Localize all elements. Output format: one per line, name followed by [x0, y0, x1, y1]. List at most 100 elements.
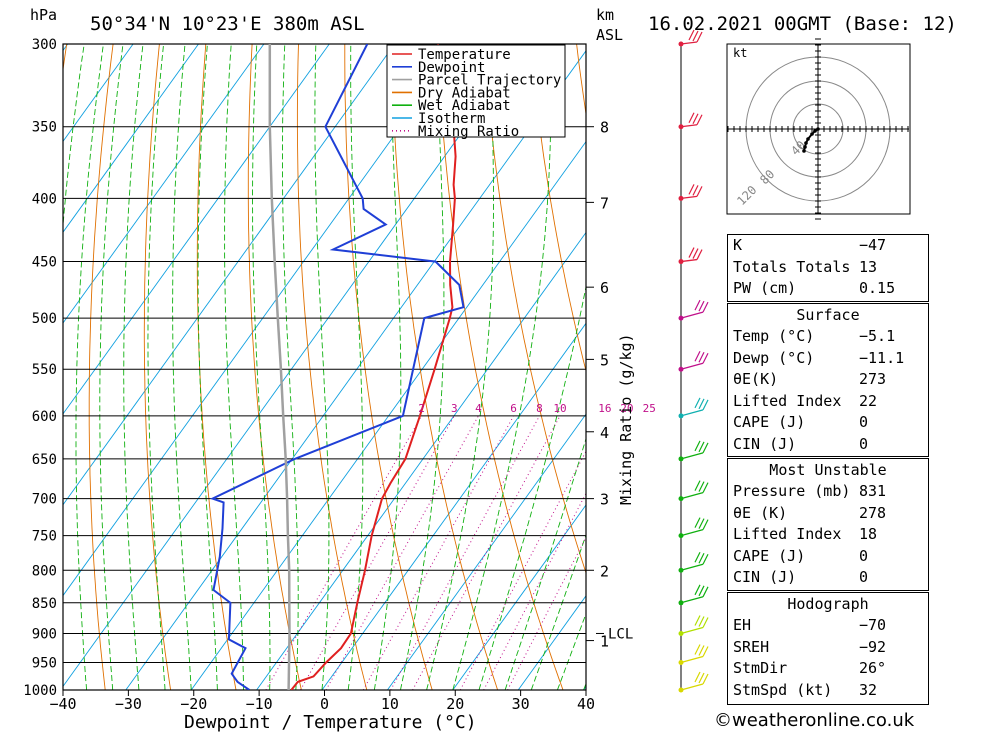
- isotherm-line: [256, 231, 586, 690]
- isotherm-line: [63, 44, 265, 324]
- index-value: 0: [859, 434, 869, 453]
- index-value: 26°: [859, 659, 887, 677]
- legend-entry: Wet Adiabat: [418, 98, 511, 114]
- index-label: PW (cm): [733, 279, 797, 297]
- station-location: 50°34'N 10°23'E 380m ASL: [90, 13, 365, 35]
- isotherm-line: [452, 504, 586, 690]
- pressure-tick-label: 450: [32, 255, 57, 271]
- wet-adiabat-line: [123, 44, 144, 690]
- footer-credit[interactable]: ©weatheronline.co.uk: [714, 710, 915, 731]
- index-value: −5.1: [859, 327, 896, 345]
- index-row: StmDir 26°: [728, 658, 928, 680]
- pressure-tick-label: 850: [32, 596, 57, 612]
- temperature-tick-label: 0: [320, 695, 329, 713]
- altitude-tick-label: 6: [600, 279, 609, 297]
- most-unstable-title: Most Unstable: [769, 461, 887, 479]
- parcel-trajectory-profile: [268, 44, 291, 690]
- wind-barb: [678, 184, 703, 201]
- wet-adiabat-line: [504, 437, 586, 690]
- index-value: −70: [859, 616, 887, 634]
- hpa-label: hPa: [30, 6, 57, 24]
- stability-indices-box: K −47 Totals Totals 13 PW (cm) 0.15: [727, 234, 929, 302]
- index-value: 831: [859, 482, 887, 500]
- altitude-tick-label: 1: [600, 633, 609, 651]
- mixing-ratio-line: [300, 415, 455, 690]
- wind-barb: [678, 517, 709, 539]
- wet-adiabat-line: [197, 44, 218, 690]
- surface-title: Surface: [796, 306, 860, 324]
- wind-barb: [678, 644, 709, 665]
- index-row: StmSpd (kt) 32: [728, 680, 928, 702]
- isotherm-line: [387, 413, 586, 690]
- pressure-tick-label: 650: [32, 452, 57, 468]
- sounding-datetime: 16.02.2021 00GMT (Base: 12): [648, 13, 957, 35]
- asl-label: ASL: [596, 26, 623, 44]
- pressure-tick-label: 950: [32, 655, 57, 671]
- isotherm-line: [125, 50, 586, 690]
- index-label: Lifted Index: [733, 391, 842, 410]
- index-row: Totals Totals 13: [728, 257, 928, 279]
- hodograph-indices-title: Hodograph: [787, 595, 869, 613]
- altitude-tick-label: 8: [600, 119, 609, 137]
- mixing-ratio-label: 8: [536, 402, 543, 415]
- index-label: StmDir: [733, 659, 788, 677]
- index-row: Pressure (mb) 831: [728, 481, 928, 503]
- x-axis-label: Dewpoint / Temperature (°C): [184, 712, 477, 733]
- index-row: θE (K) 278: [728, 503, 928, 525]
- surface-box: Surface Temp (°C) −5.1 Dewp (°C) −11.1 θE(K)…: [727, 303, 929, 457]
- lcl-label: LCL: [608, 626, 633, 642]
- mixing-ratio-label: 4: [475, 402, 482, 415]
- index-value: 278: [859, 503, 887, 522]
- wet-adiabat-line: [172, 44, 192, 690]
- wind-barb: [678, 440, 709, 462]
- wind-barb: [678, 112, 703, 130]
- wet-adiabat-line: [252, 44, 271, 690]
- index-label: Temp (°C): [733, 327, 815, 345]
- index-label: θE (K): [733, 503, 788, 522]
- mixing-ratio-label: 10: [553, 402, 566, 415]
- index-label: SREH: [733, 637, 770, 656]
- index-label: CAPE (J): [733, 546, 806, 565]
- pressure-tick-label: 700: [32, 492, 57, 508]
- index-value: 0: [859, 546, 869, 565]
- index-row: CAPE (J) 0: [728, 412, 928, 434]
- index-label: EH: [733, 616, 752, 634]
- index-label: θE(K): [733, 370, 779, 388]
- dry-adiabat-line: [437, 44, 564, 690]
- altitude-tick-label: 3: [600, 491, 609, 509]
- temperature-tick-label: −20: [180, 695, 207, 713]
- wet-adiabat-line: [373, 44, 402, 690]
- legend-entry: Parcel Trajectory: [418, 73, 561, 89]
- index-value: 32: [859, 680, 878, 699]
- temperature-tick-label: −10: [246, 695, 273, 713]
- wet-adiabat-line: [314, 44, 330, 690]
- index-row: Dewp (°C) −11.1: [728, 348, 928, 370]
- legend-entry: Dry Adiabat: [418, 85, 511, 101]
- wet-adiabat-line: [400, 44, 445, 690]
- pressure-tick-label: 600: [32, 409, 57, 425]
- isotherm-line: [321, 322, 586, 690]
- wind-barb: [678, 480, 709, 502]
- temperature-tick-label: 20: [446, 695, 464, 713]
- mixing-ratio-label: 20: [620, 402, 633, 415]
- index-label: Dewp (°C): [733, 348, 815, 367]
- altitude-tick-label: 7: [600, 194, 609, 212]
- wet-adiabat-line: [478, 284, 586, 690]
- wind-barb: [678, 397, 709, 419]
- temperature-tick-label: 10: [381, 695, 399, 713]
- pressure-tick-label: 300: [32, 37, 57, 53]
- altitude-tick-label: 2: [600, 562, 609, 580]
- dry-adiabat-line: [947, 44, 1000, 690]
- index-row: SREH −92: [728, 637, 928, 659]
- index-row: CIN (J) 0: [728, 434, 928, 456]
- mixing-ratio-line: [325, 415, 479, 690]
- wind-barb: [678, 350, 709, 372]
- wet-adiabat-line: [347, 44, 364, 690]
- index-value: −92: [859, 637, 887, 656]
- pressure-tick-label: 500: [32, 311, 57, 327]
- wind-barb: [678, 247, 703, 265]
- mixing-ratio-label: 2: [418, 402, 425, 415]
- index-value: 18: [859, 525, 878, 543]
